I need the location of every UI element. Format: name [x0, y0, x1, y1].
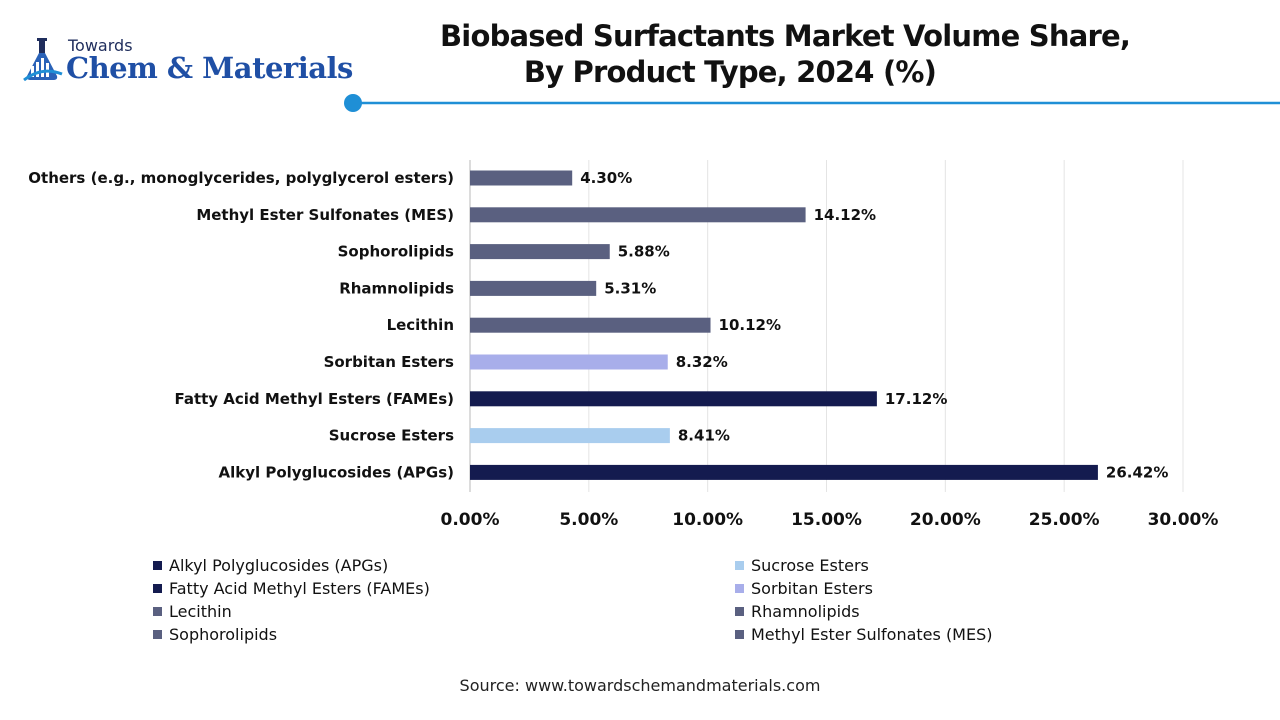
category-label: Fatty Acid Methyl Esters (FAMEs)	[174, 390, 454, 408]
x-tick-label: 15.00%	[791, 510, 862, 530]
bar	[470, 391, 877, 407]
source-note: Source: www.towardschemandmaterials.com	[459, 676, 821, 695]
labels: 0.00% 5.00% 10.00% 15.00% 20.00% 25.00% 30.00%…	[28, 169, 1218, 530]
bar	[470, 317, 711, 333]
bar	[470, 464, 1098, 480]
bar	[470, 207, 806, 223]
value-label: 8.32%	[676, 353, 728, 371]
category-label: Sucrose Esters	[329, 427, 454, 445]
value-label: 5.31%	[604, 279, 656, 297]
bar	[470, 244, 610, 260]
category-label: Sophorolipids	[338, 243, 454, 261]
chart-title-line-1: Biobased Surfactants Market Volume Share…	[440, 19, 1131, 53]
x-tick-label: 5.00%	[559, 510, 618, 530]
logo-text-brand: Chem & Materials	[66, 51, 353, 85]
company-logo: Towards Chem & Materials	[22, 36, 353, 88]
header-divider-dot	[344, 94, 362, 112]
x-tick-label: 0.00%	[441, 510, 500, 530]
value-label: 8.41%	[678, 427, 730, 445]
category-label: Lecithin	[387, 316, 454, 334]
bars	[470, 170, 1098, 480]
bar	[470, 428, 670, 444]
x-tick-label: 30.00%	[1148, 510, 1219, 530]
bar	[470, 354, 668, 370]
category-label: Rhamnolipids	[339, 279, 454, 297]
x-tick-label: 10.00%	[672, 510, 743, 530]
category-label: Alkyl Polyglucosides (APGs)	[218, 463, 454, 481]
chart-title: Biobased Surfactants Market Volume Share…	[440, 18, 1131, 90]
bar	[470, 170, 573, 186]
value-label: 17.12%	[885, 390, 947, 408]
value-label: 10.12%	[719, 316, 781, 334]
x-tick-label: 25.00%	[1029, 510, 1100, 530]
category-label: Methyl Ester Sulfonates (MES)	[196, 206, 454, 224]
bar	[470, 280, 597, 296]
value-label: 4.30%	[580, 169, 632, 187]
flask-logo-icon	[23, 38, 63, 82]
logo-text-towards: Towards	[68, 36, 133, 55]
value-label: 26.42%	[1106, 463, 1168, 481]
header-divider	[344, 94, 1280, 112]
category-label: Others (e.g., monoglycerides, polyglycer…	[28, 169, 454, 187]
value-label: 5.88%	[618, 243, 670, 261]
x-tick-label: 20.00%	[910, 510, 981, 530]
chart-title-line-2: By Product Type, 2024 (%)	[523, 55, 937, 89]
category-label: Sorbitan Esters	[324, 353, 454, 371]
value-label: 14.12%	[814, 206, 876, 224]
